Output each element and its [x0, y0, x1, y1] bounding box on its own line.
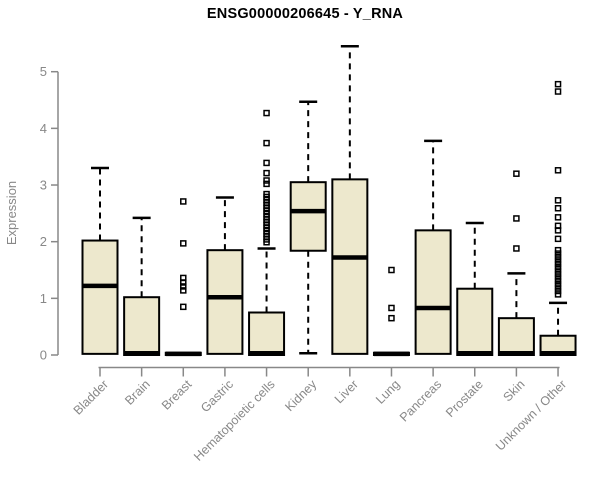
outlier-point	[554, 88, 562, 95]
outlier-point	[263, 177, 270, 184]
outlier-point	[263, 169, 270, 177]
outlier-point	[263, 109, 270, 117]
outlier-point	[554, 280, 562, 288]
x-tick-label: Pancreas	[397, 377, 444, 424]
box-kidney	[289, 100, 327, 355]
x-tick-label: Gastric	[198, 377, 236, 415]
outlier-point	[554, 214, 562, 221]
iqr-box	[331, 178, 369, 355]
outlier-point	[513, 215, 520, 222]
iqr-box	[123, 296, 161, 356]
outlier-point	[554, 235, 562, 243]
outlier-point	[180, 303, 187, 311]
box-liver	[331, 44, 369, 355]
box-gastric	[206, 196, 244, 355]
y-tick-label: 0	[40, 348, 47, 363]
y-tick-label: 1	[40, 291, 47, 306]
y-tick-label: 3	[40, 178, 47, 193]
outlier-point	[263, 180, 270, 188]
box-pancreas	[414, 139, 452, 355]
iqr-box	[248, 311, 286, 357]
outlier-point	[554, 253, 562, 261]
x-tick-label: Prostate	[443, 377, 486, 420]
outlier-point	[554, 250, 562, 257]
iqr-box	[456, 287, 494, 356]
box-breast	[164, 198, 202, 357]
x-tick-label: Lung	[373, 377, 403, 407]
outlier-point	[263, 159, 270, 167]
outlier-point	[513, 245, 520, 252]
outlier-point	[554, 291, 562, 298]
iqr-box	[206, 249, 244, 355]
iqr-box	[81, 239, 119, 355]
iqr-box	[289, 181, 327, 252]
outlier-point	[554, 227, 562, 234]
outlier-point	[554, 277, 562, 285]
outlier-point	[554, 167, 562, 174]
outlier-point	[554, 274, 562, 281]
y-tick-label: 5	[40, 64, 47, 79]
outlier-point	[180, 279, 187, 286]
x-tick-label: Liver	[332, 377, 361, 406]
outlier-point	[388, 304, 395, 312]
iqr-box	[414, 229, 452, 355]
y-tick-label: 2	[40, 234, 47, 249]
outlier-point	[180, 198, 187, 205]
outlier-point	[513, 170, 520, 177]
box-lung	[372, 266, 410, 357]
box-hematopoietic-cells	[248, 109, 286, 357]
outlier-point	[554, 246, 562, 254]
outlier-point	[554, 197, 562, 204]
outlier-point	[180, 287, 187, 294]
outlier-point	[554, 205, 562, 212]
x-tick-label: Kidney	[282, 377, 319, 414]
chart-title: ENSG00000206645 - Y_RNA	[206, 6, 404, 22]
x-tick-label: Breast	[159, 377, 195, 413]
y-tick-label: 4	[40, 121, 47, 136]
outlier-point	[263, 238, 270, 246]
box-unknown-other	[539, 80, 577, 356]
x-tick-label: Brain	[122, 377, 153, 408]
outlier-point	[554, 260, 562, 268]
iqr-box	[497, 317, 535, 356]
box-skin	[497, 170, 535, 356]
outlier-point	[554, 80, 562, 88]
x-tick-label: Hematopoietic cells	[191, 377, 278, 464]
x-tick-label: Unknown / Other	[493, 377, 569, 453]
outlier-point	[554, 270, 562, 278]
box-bladder	[81, 166, 119, 355]
outlier-point	[180, 240, 187, 247]
outlier-point	[554, 267, 562, 274]
outlier-point	[263, 139, 270, 147]
x-tick-label: Skin	[500, 377, 527, 404]
outlier-point	[180, 283, 187, 290]
outlier-point	[554, 287, 562, 295]
outlier-point	[554, 257, 562, 264]
box-prostate	[456, 221, 494, 356]
outlier-point	[388, 266, 395, 274]
outlier-point	[554, 284, 562, 291]
box-brain	[123, 216, 161, 356]
outlier-point	[554, 263, 562, 271]
x-tick-label: Bladder	[71, 377, 111, 417]
outlier-point	[388, 314, 395, 322]
